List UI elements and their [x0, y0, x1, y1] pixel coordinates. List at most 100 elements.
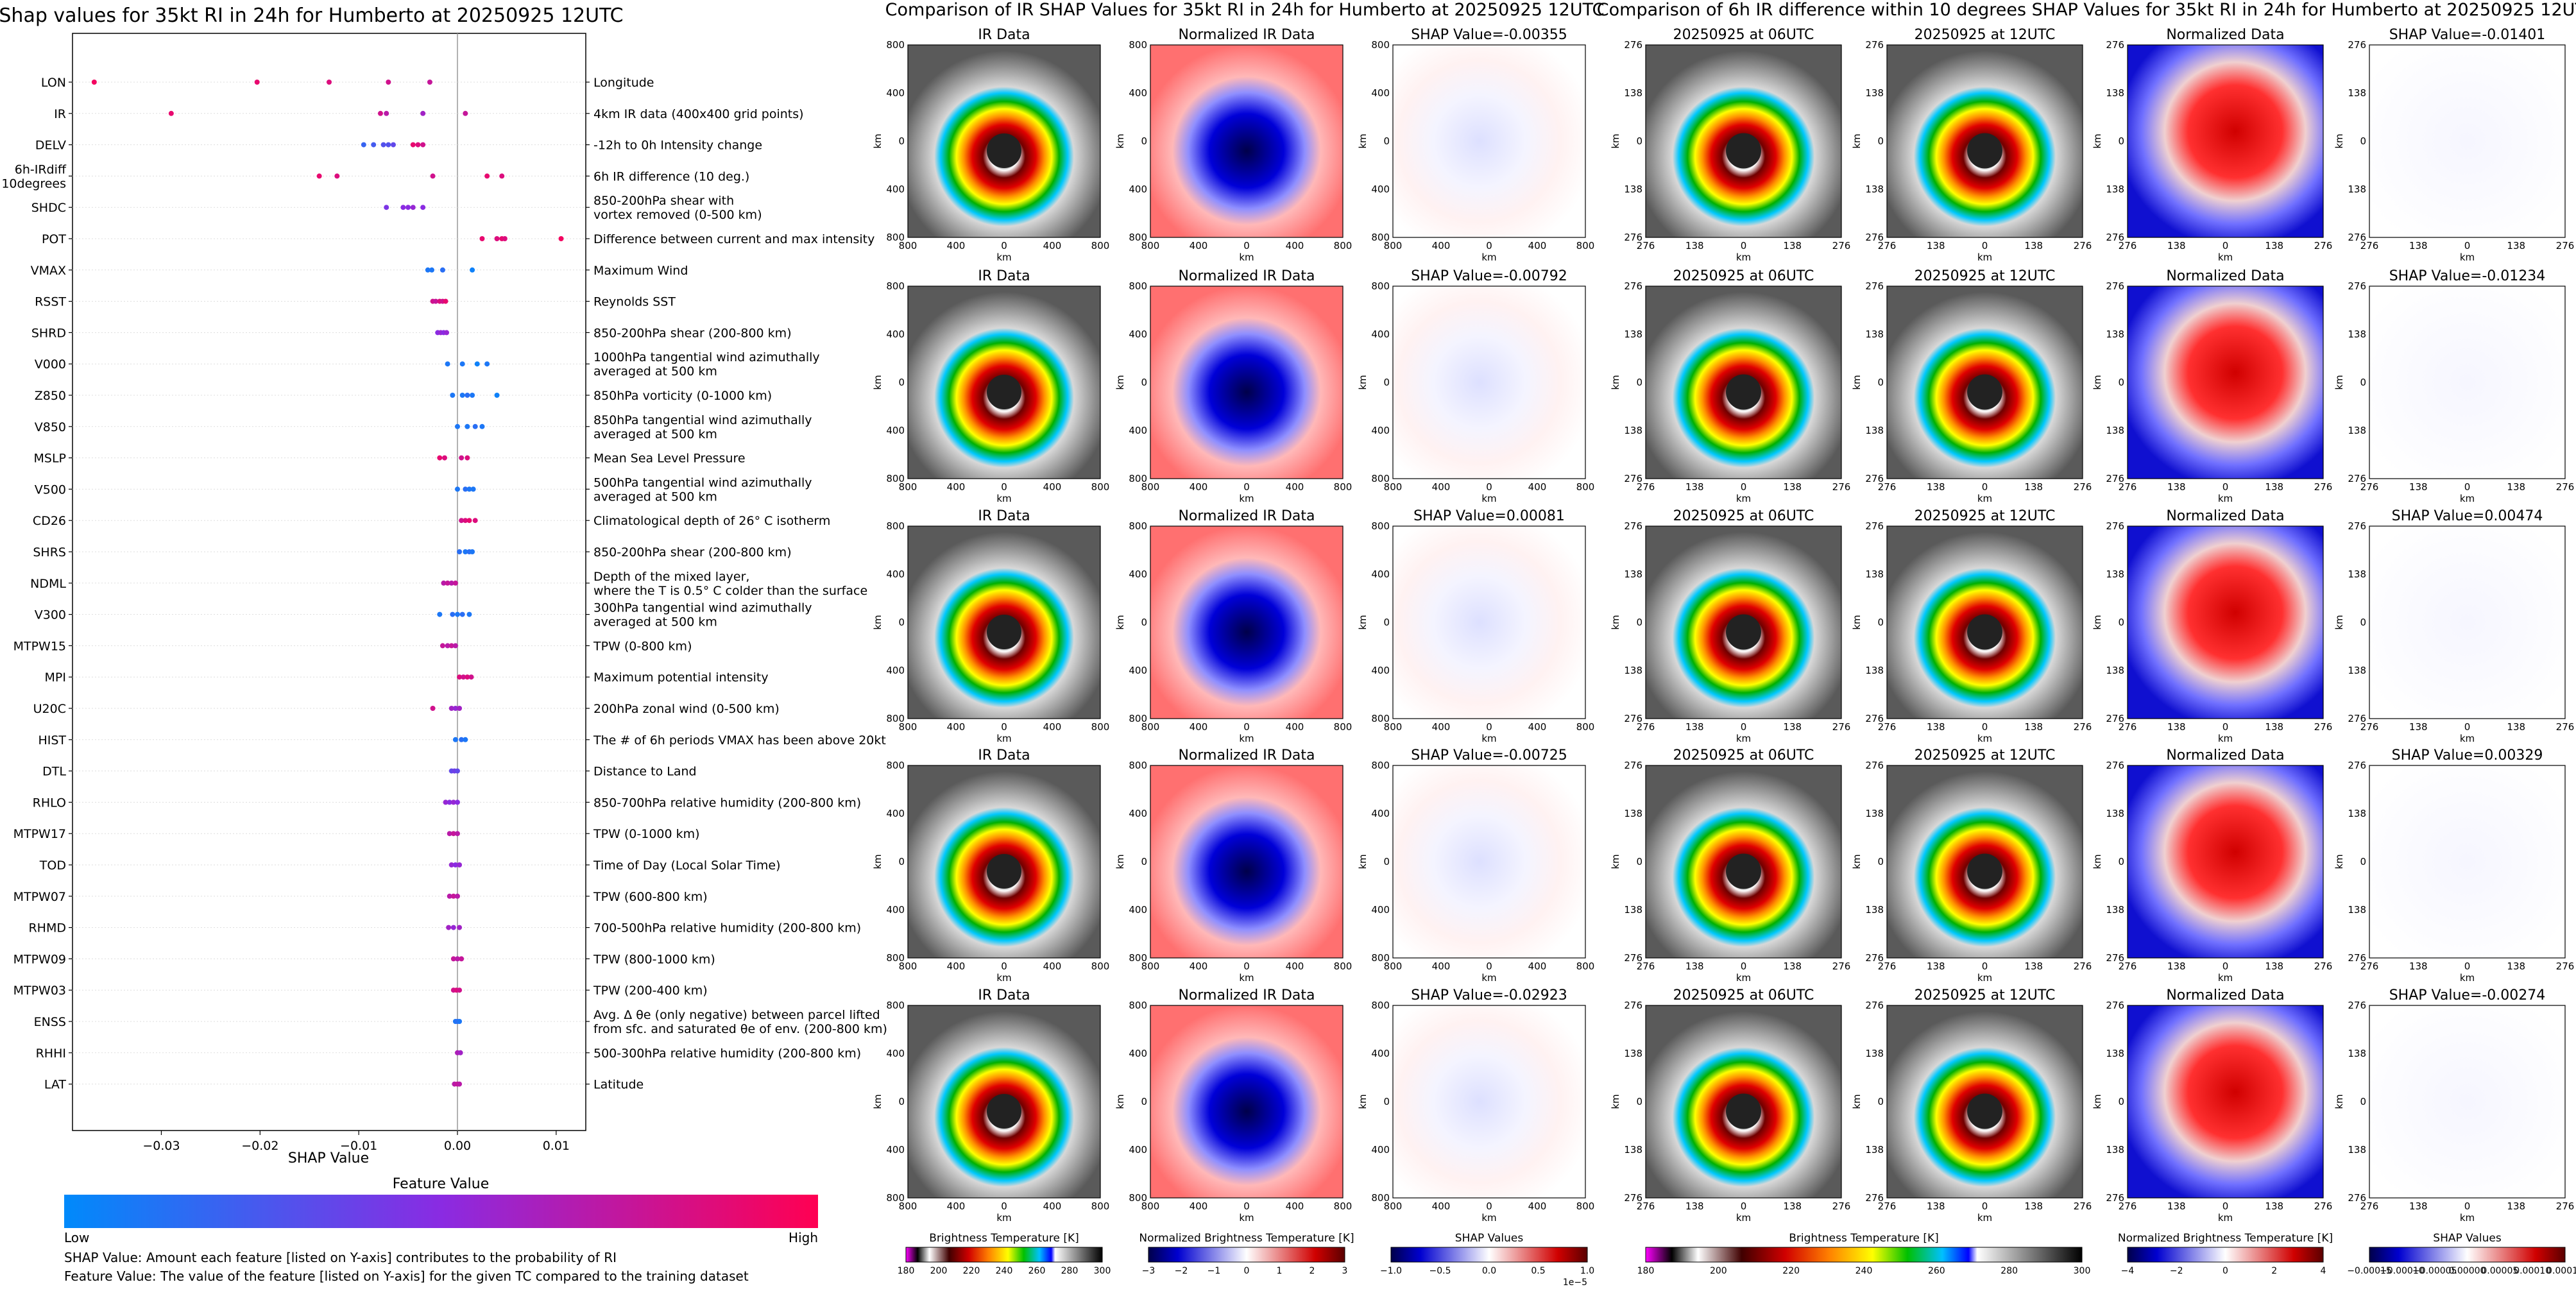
panel-x-tick: 276: [2119, 240, 2137, 252]
panel-y-tick: 400: [1129, 904, 1147, 916]
panel-title: SHAP Value=-0.01401: [2389, 27, 2546, 43]
shap-point: [446, 925, 452, 930]
feature-code-label: MSLP: [34, 452, 67, 466]
shap-point: [474, 361, 480, 367]
feature-description: averaged at 500 km: [593, 615, 717, 629]
norm-image: [1150, 44, 1343, 238]
shap-point: [327, 80, 332, 85]
panel-title: 20250925 at 06UTC: [1673, 508, 1814, 524]
panel-x-tick: 0: [2464, 240, 2471, 252]
shap-point: [391, 142, 396, 148]
panel-y-label: km: [1851, 854, 1863, 869]
panel-y-label: km: [872, 133, 883, 148]
feature-row-mtpw07: MTPW07 TPW (600-800 km): [13, 890, 708, 904]
panel-x-tick: 800: [1576, 240, 1595, 252]
colorbar-tick: 1.0: [1580, 1266, 1594, 1276]
shap-point: [384, 205, 389, 210]
feature-description: 850-200hPa shear with: [593, 194, 734, 208]
panel-y-tick: 800: [1129, 760, 1147, 771]
panel-y-tick: 400: [886, 808, 905, 819]
panel-x-tick: 138: [2507, 240, 2525, 252]
shap-image: [1392, 1005, 1586, 1199]
panel-x-tick: 276: [2119, 721, 2137, 733]
panel-y-label: km: [872, 375, 883, 389]
shap-point: [459, 737, 465, 742]
feature-description: averaged at 500 km: [593, 490, 717, 504]
norm2-image: [2127, 525, 2324, 719]
panel-title: SHAP Value=-0.00725: [1411, 747, 1567, 764]
feature-description: 500hPa tangential wind azimuthally: [593, 475, 812, 490]
colorbar-tick: 280: [2000, 1266, 2018, 1276]
panel-x-tick: 276: [2119, 481, 2137, 493]
shap-point: [459, 455, 465, 461]
panel-y-label: km: [1851, 615, 1863, 629]
panel-x-tick: 276: [2314, 721, 2333, 733]
colorbar-tick: 3: [1342, 1266, 1348, 1276]
panel-y-tick: 276: [2348, 1000, 2366, 1011]
panel-x-tick: 276: [2556, 240, 2575, 252]
feature-description: The # of 6h periods VMAX has been above …: [593, 733, 886, 747]
shap-point: [472, 423, 478, 429]
norm2-image: [2127, 765, 2324, 959]
shap-point: [457, 987, 463, 993]
shap-point: [455, 831, 460, 837]
panel-x-tick: 138: [1783, 721, 1802, 733]
colorbar: SHAP Values −1.0 −0.5 0.0 0.5 1.01e−5: [1380, 1232, 1594, 1288]
shap-point: [455, 893, 460, 899]
feature-row-mpi: MPI Maximum potential intensity: [45, 670, 769, 685]
panel-x-tick: 0: [1982, 1200, 1988, 1212]
feature-description: -12h to 0h Intensity change: [593, 139, 762, 153]
feature-row-v850: V850 850hPa tangential wind azimuthallyav…: [35, 413, 812, 441]
panel-y-tick: 0: [1636, 617, 1642, 628]
panel-y-tick: 0: [2118, 1096, 2124, 1107]
shap-point: [452, 706, 458, 711]
panel-y-tick: 0: [1636, 135, 1642, 147]
panel-y-tick: 276: [1865, 39, 1884, 51]
feature-description: 1000hPa tangential wind azimuthally: [593, 350, 820, 364]
feature-code-label: DELV: [35, 139, 66, 153]
panel-x-tick: 138: [2507, 481, 2525, 493]
shap-point: [463, 486, 468, 492]
panel-x-tick: 138: [2265, 721, 2283, 733]
panel-x-tick: 400: [1043, 481, 1062, 493]
panel-x-label: km: [1239, 972, 1254, 984]
colorbar-tick: −1.0: [1380, 1266, 1402, 1276]
panel-y-tick: 400: [886, 1144, 905, 1156]
colorbar-tick: −0.00010: [2380, 1266, 2425, 1276]
shap-point: [455, 423, 460, 429]
panel-x-tick: 800: [1091, 721, 1110, 733]
panel-y-tick: 276: [1865, 760, 1884, 771]
shap-point: [384, 110, 389, 116]
feature-description: TPW (0-1000 km): [593, 827, 700, 841]
shap-point: [457, 706, 463, 711]
panel-y-tick: 138: [1624, 665, 1642, 676]
panel-x-tick: 0: [1001, 1200, 1007, 1212]
panel-title: Normalized IR Data: [1178, 268, 1315, 284]
panel-y-tick: 276: [1624, 39, 1642, 51]
panel-y-label: km: [2333, 1094, 2345, 1109]
feature-description: 850-200hPa shear (200-800 km): [593, 326, 792, 340]
feature-description: 850hPa vorticity (0-1000 km): [593, 389, 772, 403]
shap-point: [470, 393, 475, 398]
panel-y-label: km: [1357, 133, 1369, 148]
panel-x-label: km: [1239, 1212, 1254, 1224]
panel-y-tick: 400: [1129, 425, 1147, 436]
panel-x-tick: 400: [947, 1200, 966, 1212]
panel-x-tick: 138: [2024, 960, 2043, 972]
colorbar-tick: 240: [996, 1266, 1013, 1276]
feature-code-label: SHDC: [31, 201, 66, 215]
shap-point: [420, 142, 426, 148]
panel-y-tick: 0: [1877, 135, 1884, 147]
storm-eye: [1967, 614, 2002, 650]
panel-y-tick: 138: [2106, 87, 2124, 99]
shap-point: [452, 862, 458, 867]
panel-x-tick: 276: [2119, 960, 2137, 972]
feature-colorbar-label: Feature Value: [393, 1176, 490, 1192]
panel-x-tick: 800: [1141, 1200, 1160, 1212]
panel-x-tick: 400: [1432, 481, 1451, 493]
